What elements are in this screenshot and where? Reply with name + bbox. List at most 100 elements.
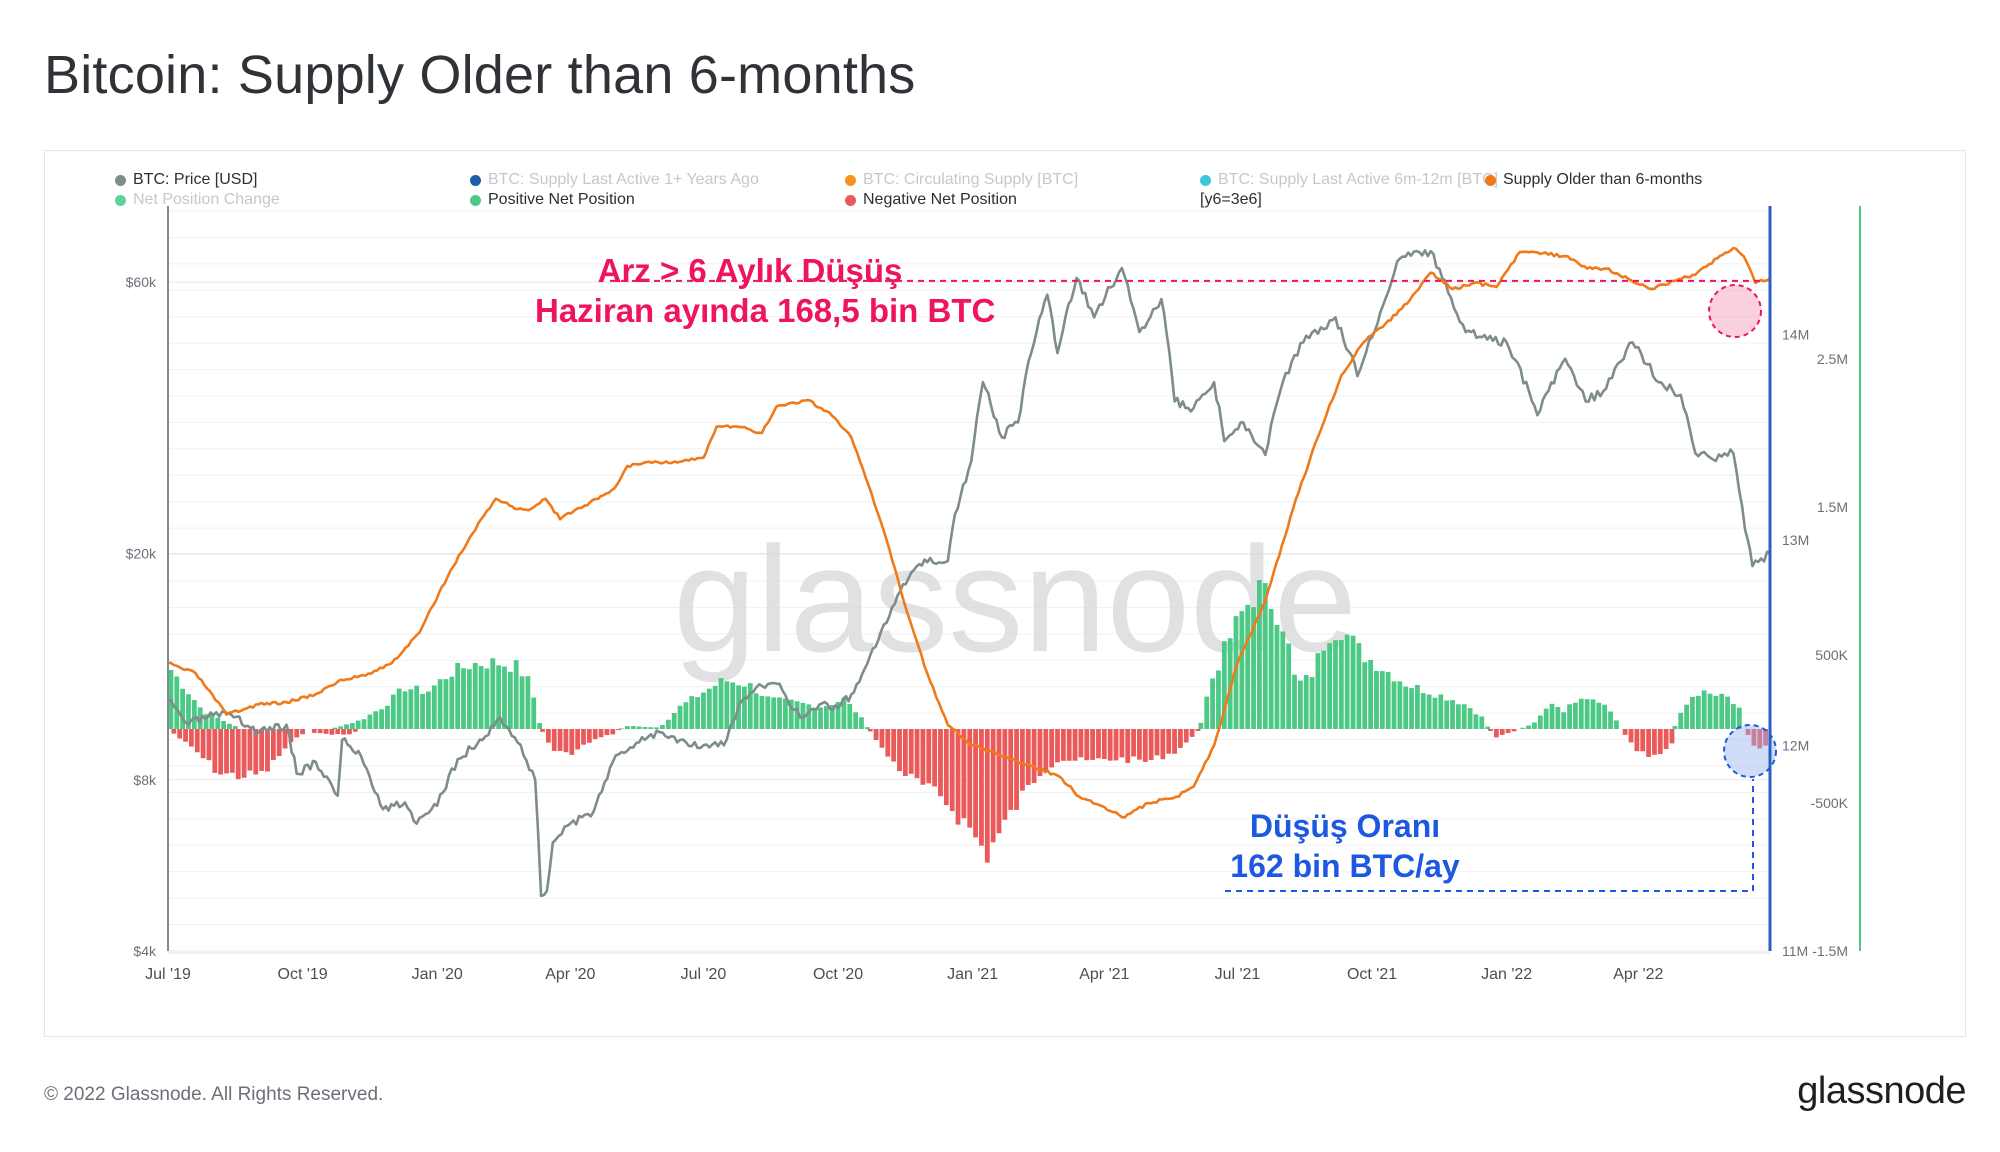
negative-net-position-bar (1178, 729, 1183, 748)
positive-net-position-bar (1725, 696, 1730, 729)
positive-net-position-bar (431, 685, 437, 729)
positive-net-position-bar (1690, 696, 1695, 729)
legend-item[interactable]: Negative Net Position (845, 191, 1017, 209)
legend-label: BTC: Circulating Supply [BTC] (863, 171, 1079, 188)
positive-net-position-bar (853, 712, 859, 729)
legend-note: [y6=3e6] (1200, 191, 1262, 208)
negative-net-position-bar (1189, 729, 1195, 737)
negative-net-position-bar (961, 729, 967, 819)
negative-net-position-bar (1505, 729, 1511, 734)
positive-net-position-bar (706, 688, 712, 729)
negative-net-position-bar (288, 729, 294, 743)
negative-net-position-bar (938, 729, 943, 797)
positive-net-position-bar (455, 662, 461, 729)
positive-net-position-bar (426, 691, 431, 729)
negative-net-position-bar (171, 729, 177, 734)
legend-marker (1485, 174, 1496, 186)
negative-net-position-bar (282, 729, 288, 749)
positive-net-position-bar (466, 669, 472, 729)
negative-net-position-bar (1142, 729, 1148, 762)
positive-net-position-bar (1257, 580, 1262, 729)
supply-older-6m-line (167, 246, 1771, 819)
negative-net-position-bar (1646, 729, 1651, 757)
positive-net-position-bar (1719, 693, 1725, 729)
positive-net-position-bar (1438, 694, 1444, 729)
legend-item[interactable]: Positive Net Position (470, 191, 635, 209)
negative-net-position-bar (586, 729, 592, 743)
positive-net-position-bar (1204, 696, 1210, 729)
positive-net-position-bar (1573, 702, 1578, 729)
legend-item[interactable]: BTC: Supply Last Active 6m-12m [BTC] (1200, 171, 1498, 189)
annotation-top-line1: Arz > 6 Aylık Düşüş (597, 252, 903, 289)
negative-net-position-bar (253, 729, 259, 775)
negative-net-position-bar (1066, 729, 1072, 761)
negative-net-position-bar (206, 729, 212, 761)
positive-net-position-bar (1473, 714, 1479, 729)
negative-net-position-bar (891, 729, 897, 762)
positive-net-position-bar (1274, 624, 1280, 729)
positive-net-position-bar (1385, 671, 1391, 729)
positive-net-position-bar (1485, 726, 1491, 729)
positive-net-position-bar (1262, 583, 1268, 729)
x-tick-label: Jan '22 (1481, 966, 1532, 983)
positive-net-position-bar (1455, 704, 1461, 729)
positive-net-position-bar (812, 708, 818, 729)
x-tick-label: Jul '19 (145, 966, 191, 983)
positive-net-position-bar (385, 705, 390, 729)
y-right-tick-label: 11M (1782, 943, 1808, 959)
chart-panel: glassnode $4k $8k $20k $60k 11M 12M 13M 14M 2.5M 1… (44, 150, 1966, 1037)
legend-item[interactable]: BTC: Circulating Supply [BTC] (845, 171, 1078, 189)
positive-net-position-bar (823, 706, 829, 729)
y-right2-tick-label: -1.5M (1812, 943, 1848, 959)
legend-item[interactable]: BTC: Price [USD] (115, 171, 257, 189)
negative-net-position-bar (979, 729, 984, 846)
legend-label: BTC: Price [USD] (133, 171, 258, 188)
positive-net-position-bar (1409, 688, 1414, 729)
positive-net-position-bar (443, 679, 449, 729)
legend-item[interactable]: Supply Older than 6-months (1485, 171, 1702, 189)
positive-net-position-bar (1736, 707, 1742, 729)
positive-net-position-bar (1678, 712, 1684, 729)
positive-net-position-bar (683, 702, 689, 729)
positive-net-position-bar (420, 693, 425, 729)
positive-net-position-bar (765, 696, 771, 729)
legend-item[interactable]: BTC: Supply Last Active 1+ Years Ago (470, 171, 759, 189)
x-tick-label: Apr '20 (545, 966, 595, 983)
negative-net-position-bar (984, 729, 990, 863)
chart-legend: BTC: Price [USD] BTC: Supply Last Active … (115, 171, 1815, 211)
negative-net-position-bar (1148, 729, 1154, 761)
highlight-circle-top (1708, 284, 1762, 338)
positive-net-position-bar (742, 686, 747, 729)
positive-net-position-bar (1567, 704, 1572, 729)
negative-net-position-bar (545, 729, 551, 743)
negative-net-position-bar (1511, 729, 1517, 732)
positive-net-position-bar (1321, 650, 1327, 729)
legend-item[interactable]: Net Position Change (115, 191, 280, 209)
positive-net-position-bar (1415, 684, 1420, 729)
x-tick-label: Jul '21 (1215, 966, 1261, 983)
negative-net-position-bar (1107, 729, 1113, 761)
positive-net-position-bar (203, 714, 209, 729)
positive-net-position-bar (1701, 690, 1707, 729)
page-title: Bitcoin: Supply Older than 6-months (44, 45, 916, 105)
negative-net-position-bar (189, 729, 194, 747)
negative-net-position-bar (200, 729, 206, 759)
positive-net-position-bar (712, 685, 718, 729)
negative-net-position-bar (897, 729, 902, 772)
positive-net-position-bar (636, 726, 642, 729)
positive-net-position-bar (332, 727, 338, 729)
annotation-bottom-line2: 162 bin BTC/ay (1230, 848, 1460, 884)
positive-net-position-bar (859, 717, 864, 729)
positive-net-position-bar (829, 705, 835, 729)
positive-net-position-bar (1731, 704, 1736, 729)
glassnode-logo: glassnode (1797, 1070, 1966, 1112)
legend-label: Negative Net Position (863, 191, 1017, 208)
annotation-top-line2: Haziran ayında 168,5 bin BTC (535, 292, 996, 329)
positive-net-position-bar (186, 694, 191, 729)
positive-net-position-bar (349, 723, 355, 729)
x-tick-label: Oct '19 (278, 966, 328, 983)
annotation-top: Arz > 6 Aylık Düşüş Haziran ayında 168,5… (535, 251, 996, 331)
negative-net-position-bar (1049, 729, 1055, 768)
positive-net-position-bar (367, 714, 373, 729)
positive-net-position-bar (1268, 608, 1274, 729)
